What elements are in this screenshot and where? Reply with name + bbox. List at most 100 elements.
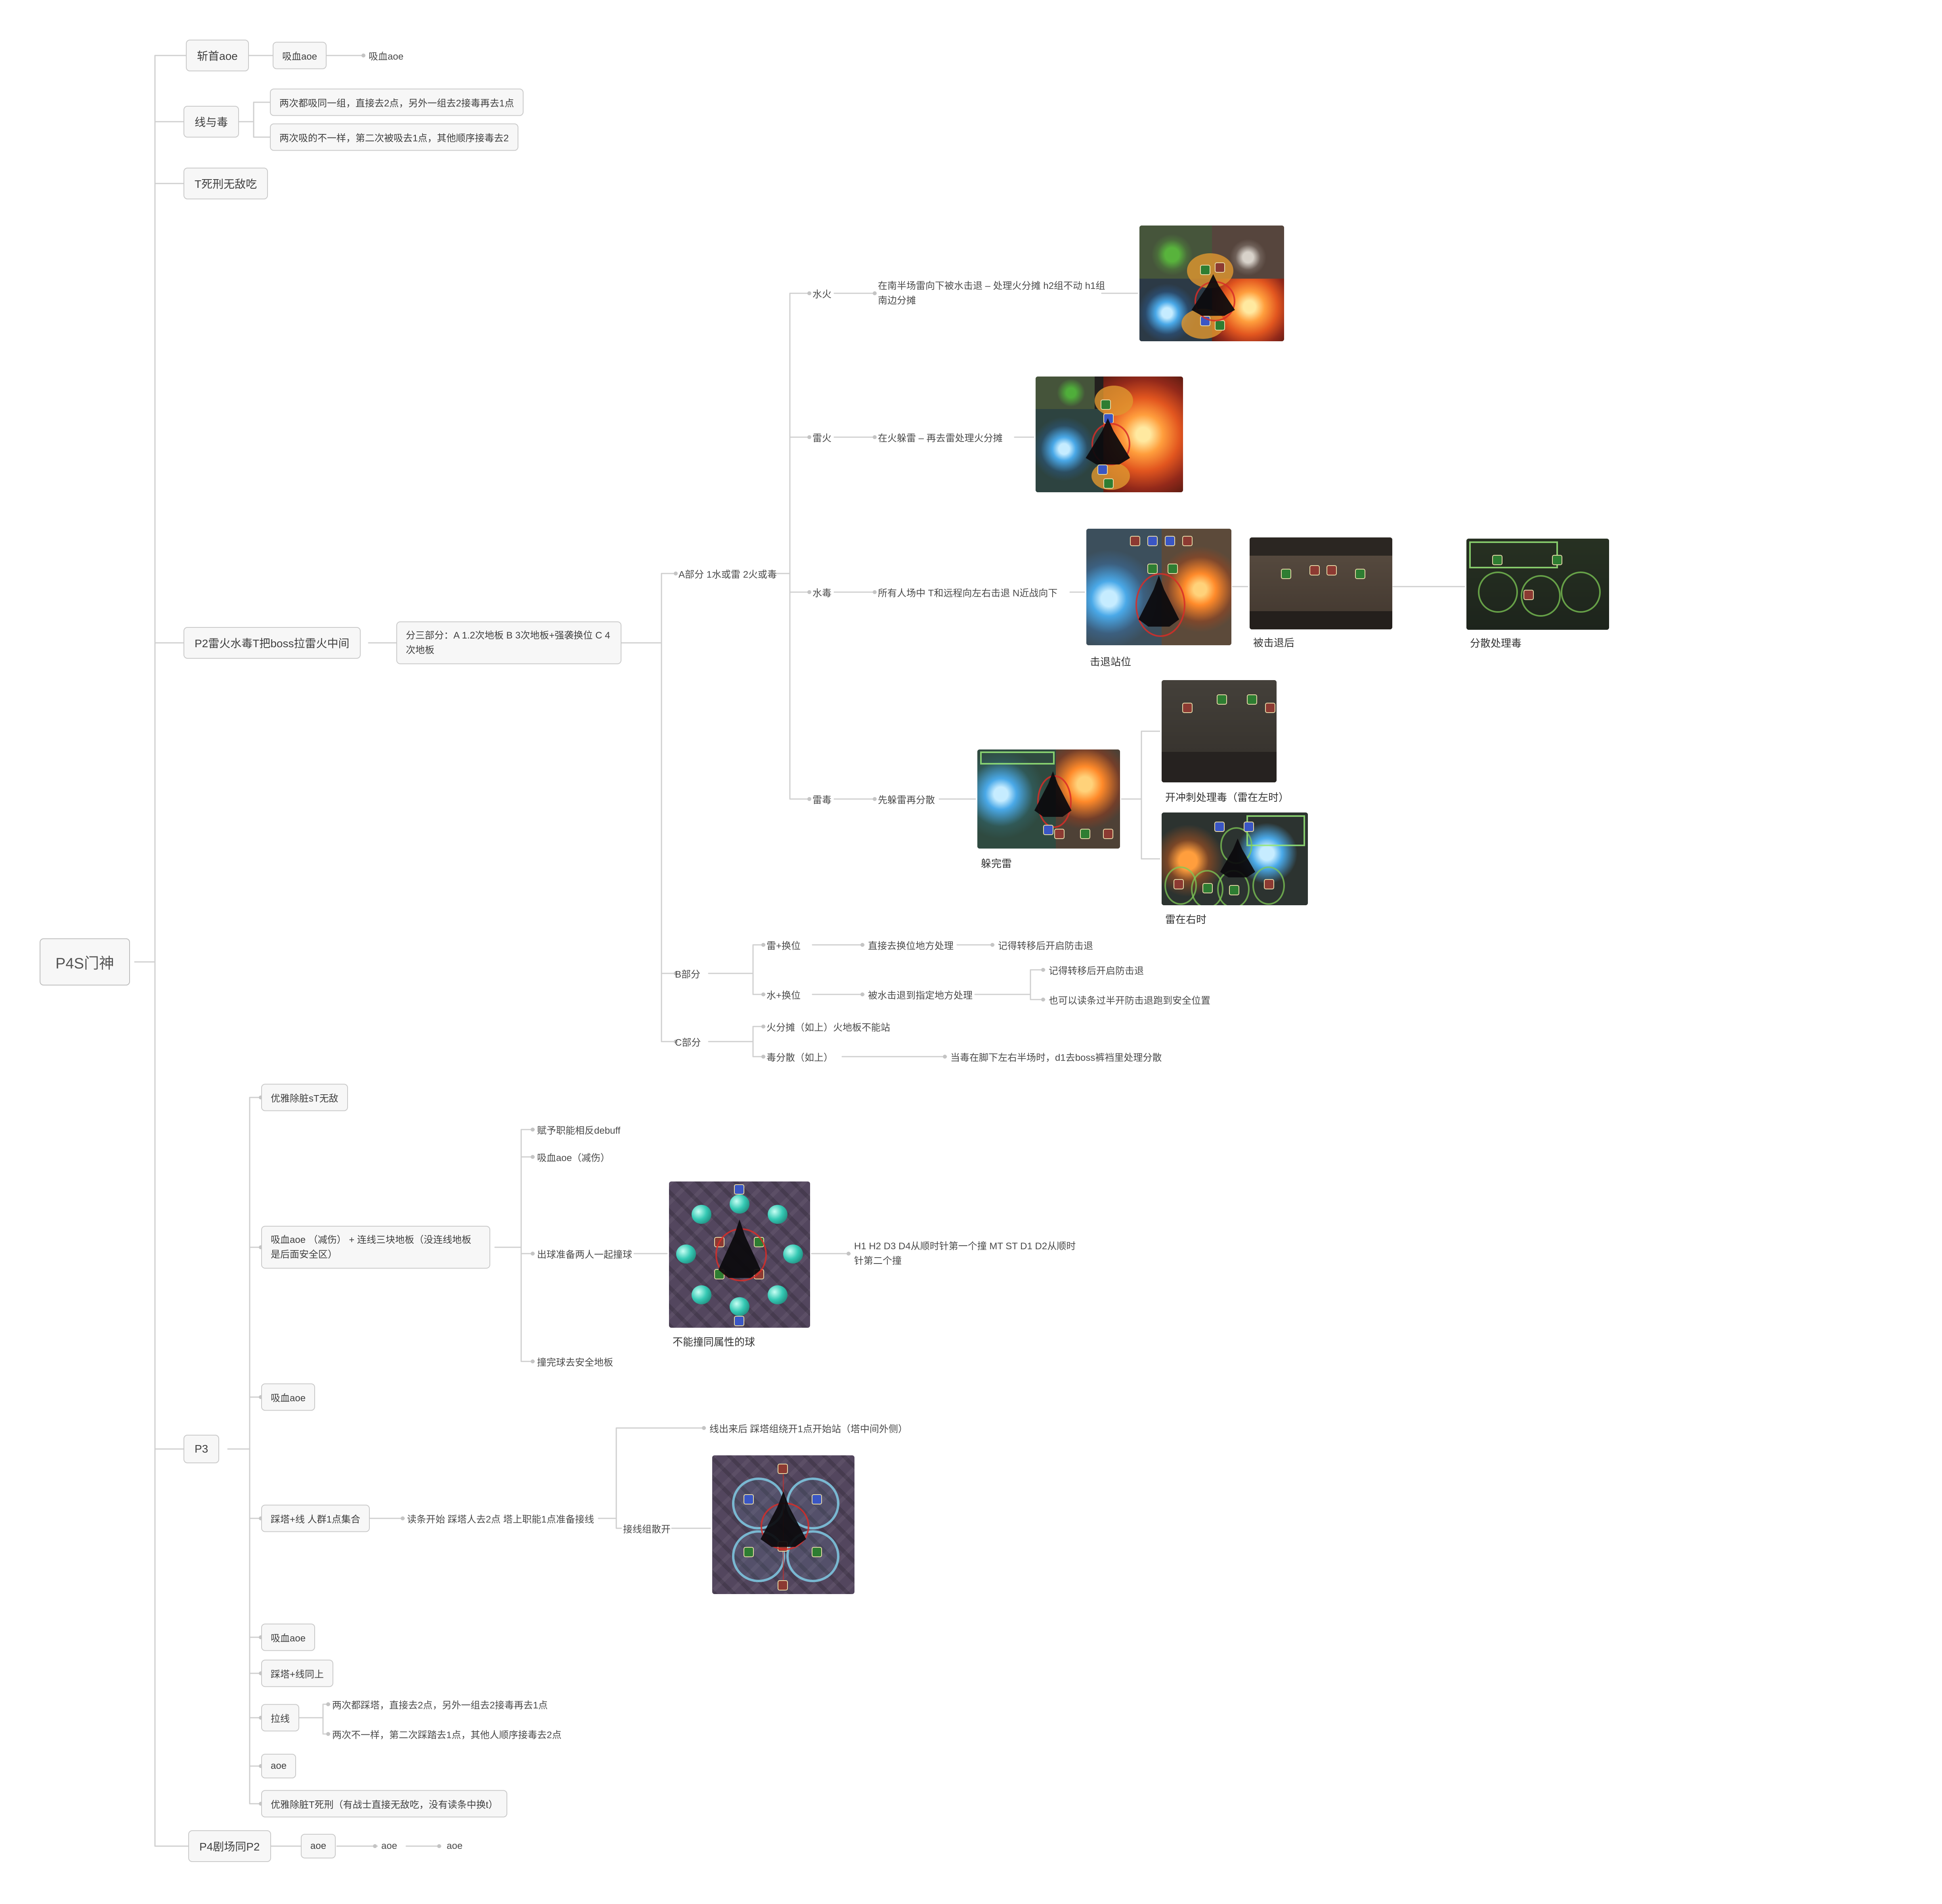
caption-spread-poison: 分散处理毒 [1470, 637, 1522, 649]
dps-role-icon [1523, 589, 1534, 600]
node-p3-towers-desc[interactable]: 读条开始 踩塔人去2点 塔上职能1点准备接线 [407, 1514, 594, 1525]
tank-role-icon [1097, 464, 1108, 475]
orb-icon [768, 1205, 788, 1224]
node-p4[interactable]: P4剧场同P2 [188, 1830, 271, 1862]
node-p3[interactable]: P3 [183, 1435, 220, 1463]
node-beheading-aoe[interactable]: 斩首aoe [186, 40, 249, 71]
node-c-poison-spread[interactable]: 毒分散（如上） [766, 1052, 833, 1063]
screenshot-towers[interactable] [712, 1455, 854, 1594]
node-a-thunder-fire[interactable]: 雷火 [812, 433, 831, 444]
node-p3-drain-tether[interactable]: 吸血aoe （减伤） + 连线三块地板（没连线地板是后面安全区） [261, 1225, 490, 1269]
orb-icon [730, 1297, 749, 1316]
screenshot-thunder-fire[interactable] [1036, 377, 1183, 492]
boss-hitbox-ring [1091, 422, 1130, 466]
node-drain-aoe-text[interactable]: 吸血aoe [369, 51, 404, 62]
node-p2-b[interactable]: B部分 [675, 969, 701, 980]
node-tether-opt1[interactable]: 两次都吸同一组，直接去2点，另外一组去2接毒再去1点 [270, 88, 524, 116]
tank-role-icon [743, 1494, 754, 1504]
spread-circle [1252, 866, 1285, 905]
dps-role-icon [1130, 535, 1140, 546]
node-b-thunder-swap-note[interactable]: 记得转移后开启防击退 [998, 941, 1093, 952]
node-p3-tether-spread[interactable]: 接线组散开 [623, 1524, 671, 1535]
screenshot-spread-poison[interactable] [1466, 539, 1609, 630]
node-tether-poison[interactable]: 线与毒 [183, 106, 239, 138]
screenshot-knockback-position[interactable] [1086, 529, 1231, 645]
screenshot-dodged-thunder[interactable] [977, 749, 1120, 849]
node-c-poison-spread-desc[interactable]: 当毒在脚下左右半场时，d1去boss裤裆里处理分散 [950, 1052, 1162, 1063]
dps-role-icon [1103, 829, 1113, 839]
screenshot-water-fire[interactable] [1139, 226, 1284, 341]
dps-role-icon [778, 1464, 788, 1474]
healer-role-icon [1103, 478, 1114, 489]
green-highlight-rect [1246, 815, 1305, 847]
node-p3-drain3[interactable]: 吸血aoe [261, 1623, 315, 1651]
wall-strip [1162, 751, 1277, 782]
node-c-fire-share[interactable]: 火分摊（如上）火地板不能站 [766, 1022, 890, 1033]
node-p3-towers2[interactable]: 踩塔+线同上 [261, 1659, 334, 1687]
node-p3-st-invuln[interactable]: 优雅除脏sT无敌 [261, 1084, 348, 1111]
tank-role-icon [812, 1494, 822, 1504]
node-p3-towers[interactable]: 踩塔+线 人群1点集合 [261, 1504, 370, 1532]
node-p2-a[interactable]: A部分 1水或雷 2火或毒 [679, 569, 777, 580]
node-p3-debuff[interactable]: 赋予职能相反debuff [537, 1125, 621, 1136]
tank-shield-icon [734, 1316, 744, 1327]
node-p3-tether[interactable]: 拉线 [261, 1704, 299, 1732]
node-p3-tether-opt2[interactable]: 两次不一样，第二次踩踏去1点，其他人顺序接毒去2点 [332, 1730, 562, 1741]
node-a-thunder-poison[interactable]: 雷毒 [812, 795, 831, 806]
node-p2-c[interactable]: C部分 [675, 1037, 701, 1048]
healer-role-icon [1355, 568, 1366, 579]
screenshot-orbs[interactable] [669, 1181, 810, 1328]
node-root[interactable]: P4S门神 [40, 938, 130, 986]
screenshot-sprint-poison[interactable] [1162, 680, 1277, 782]
node-p2[interactable]: P2雷火水毒T把boss拉雷火中间 [183, 627, 361, 659]
node-p3-tether-opt1[interactable]: 两次都踩塔，直接去2点，另外一组去2接毒再去1点 [332, 1700, 548, 1711]
node-p3-drain2[interactable]: 吸血aoe [261, 1383, 315, 1411]
tank-role-icon [1214, 822, 1225, 832]
dps-role-icon [1214, 262, 1225, 273]
node-b-water-swap-desc[interactable]: 被水击退到指定地方处理 [868, 990, 973, 1001]
dps-role-icon [778, 1580, 788, 1590]
orb-icon [676, 1244, 696, 1264]
healer-role-icon [812, 1547, 822, 1557]
node-b-water-swap-note2[interactable]: 也可以读条过半开防击退跑到安全位置 [1049, 995, 1210, 1006]
node-a-thunder-poison-desc[interactable]: 先躲雷再分散 [878, 795, 935, 806]
dps-role-icon [1327, 565, 1337, 575]
node-a-water-poison[interactable]: 水毒 [812, 588, 831, 599]
caption-after-knockback: 被击退后 [1253, 637, 1295, 649]
orb-icon [691, 1205, 711, 1224]
node-p3-orbs-note[interactable]: H1 H2 D3 D4从顺时针第一个撞 MT ST D1 D2从顺时针第二个撞 [854, 1241, 1076, 1266]
node-a-water-fire-desc[interactable]: 在南半场雷向下被水击退 – 处理火分摊 h2组不动 h1组南边分摊 [878, 280, 1105, 306]
dps-role-icon [1309, 565, 1320, 575]
node-p3-orbs[interactable]: 出球准备两人一起撞球 [537, 1249, 632, 1260]
node-b-thunder-swap[interactable]: 雷+换位 [766, 941, 801, 952]
node-p3-drain-mit[interactable]: 吸血aoe（减伤） [537, 1153, 610, 1164]
caption-thunder-right: 雷在右时 [1165, 914, 1207, 925]
healer-role-icon [1200, 265, 1211, 275]
orb-icon [783, 1244, 803, 1264]
node-p3-t-death[interactable]: 优雅除脏T死刑（有战士直接无敌吃，没有读条中换t） [261, 1790, 508, 1818]
node-p4-aoe1[interactable]: aoe [301, 1834, 336, 1858]
screenshot-after-knockback[interactable] [1250, 537, 1392, 629]
node-a-water-poison-desc[interactable]: 所有人场中 T和远程向左右击退 N近战向下 [878, 588, 1058, 599]
healer-role-icon [1217, 694, 1227, 705]
dps-role-icon [1182, 535, 1193, 546]
node-tank-death-invuln[interactable]: T死刑无敌吃 [183, 168, 268, 199]
node-b-thunder-swap-desc[interactable]: 直接去换位地方处理 [868, 941, 954, 952]
dps-role-icon [1265, 702, 1275, 713]
node-p3-orbs-after[interactable]: 撞完球去安全地板 [537, 1357, 613, 1368]
node-p2-overview[interactable]: 分三部分：A 1.2次地板 B 3次地板+强袭换位 C 4次地板 [396, 621, 621, 665]
node-p4-aoe2[interactable]: aoe [381, 1841, 398, 1851]
node-p3-towers-note[interactable]: 线出来后 踩塔组绕开1点开始站（塔中间外侧） [709, 1424, 908, 1435]
dps-role-icon [1264, 879, 1275, 890]
node-p4-aoe3[interactable]: aoe [447, 1841, 463, 1851]
node-drain-aoe-box[interactable]: 吸血aoe [273, 42, 327, 69]
node-b-water-swap[interactable]: 水+换位 [766, 990, 801, 1001]
node-p3-aoe[interactable]: aoe [261, 1754, 296, 1778]
node-a-water-fire[interactable]: 水火 [812, 289, 831, 300]
healer-role-icon [743, 1547, 754, 1557]
screenshot-thunder-right[interactable] [1162, 812, 1308, 905]
node-b-water-swap-note1[interactable]: 记得转移后开启防击退 [1049, 965, 1144, 977]
node-tether-opt2[interactable]: 两次吸的不一样，第二次被吸去1点，其他顺序接毒去2 [270, 123, 518, 151]
node-a-thunder-fire-desc[interactable]: 在火躲雷 – 再去雷处理火分摊 [878, 433, 1003, 444]
healer-role-icon [1281, 568, 1292, 579]
